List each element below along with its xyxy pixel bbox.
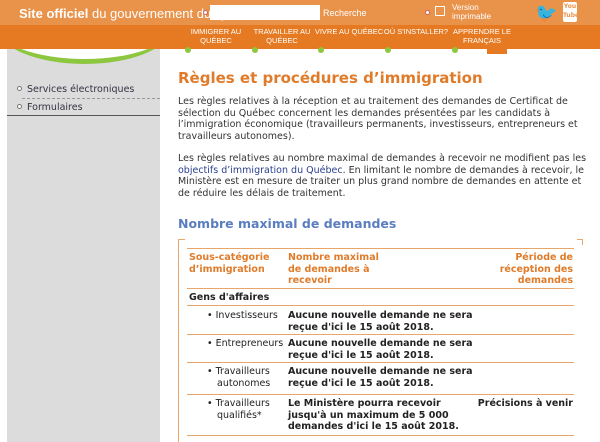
nav-dot-icon [185,47,191,53]
table-row-category: • Investisseurs [207,310,278,321]
nav-immigrer[interactable]: IMMIGRER AU QUÉBEC [190,27,242,45]
printer-icon[interactable] [435,6,445,16]
column-header: Période de réception des demandes [499,252,573,286]
page-title: Règles et procédures d’immigration [178,69,483,87]
table-row-max: Aucune nouvelle demande ne sera reçue d'… [288,338,473,361]
nav-vivre[interactable]: VIVRE AU QUÉBEC [314,27,384,36]
table-row-max: Aucune nouvelle demande ne sera reçue d'… [288,310,473,333]
logo-swoosh [7,49,160,64]
main-nav: IMMIGRER AU QUÉBEC TRAVAILLER AU QUÉBEC … [0,25,600,49]
table-row-category: • Travailleurs qualifiés* [207,398,270,421]
bullet-icon [203,10,208,15]
section-title: Nombre maximal de demandes [178,216,397,231]
print-version-link[interactable]: Version imprimable [452,3,492,21]
divider [22,98,160,99]
table-row-category: • Travailleurs autonomes [207,366,271,389]
nav-dot-icon [318,47,324,53]
divider [7,115,160,116]
nav-apprendre[interactable]: APPRENDRE LE FRANÇAIS [453,27,511,45]
nav-dot-icon [252,47,258,53]
nav-dot-icon [452,47,458,53]
radio-bullet-icon [17,86,22,91]
top-bar: Site officiel du gouvernement du Québec … [0,0,600,25]
column-header: Sous-catégorie d’immigration [189,252,270,275]
text: . En limitant le nombre de demandes à re… [178,164,584,199]
quota-table: Sous-catégorie d’immigration Nombre maxi… [178,239,583,442]
text: Les règles relatives au nombre maximal d… [178,153,587,164]
intro-paragraph: Les règles relatives à la réception et a… [178,96,578,142]
nav-travailler[interactable]: TRAVAILLER AU QUÉBEC [253,27,311,45]
rules-paragraph: Les règles relatives au nombre maximal d… [178,153,588,199]
search-button[interactable]: Recherche [323,8,367,18]
sidebar-item-formulaires[interactable]: Formulaires [17,102,83,113]
nav-ou-sinstaller[interactable]: OÙ S'INSTALLER? [383,27,449,36]
group-label: Gens d'affaires [189,292,270,303]
site-title-bold: Site officiel [19,6,89,21]
sidebar-item-services[interactable]: Services électroniques [17,84,134,95]
sidebar-item-label: Formulaires [27,102,83,113]
sidebar: Services électroniques Formulaires [7,49,160,442]
table-row-category: • Entrepreneurs [207,338,284,349]
nav-dot-icon [385,47,391,53]
table-row-period: Précisions à venir [477,398,573,409]
sidebar-item-label: Services électroniques [27,84,135,95]
table-row-max: Aucune nouvelle demande ne sera reçue d'… [288,366,473,389]
nav-tab [487,49,507,54]
youtube-icon[interactable]: You Tube [563,2,579,22]
column-header: Nombre maximal de demandes à recevoir [288,252,379,286]
twitter-icon[interactable]: 🐦 [535,3,558,24]
radio-bullet-icon [17,104,22,109]
objectifs-link[interactable]: objectifs d’immigration du Québec [178,164,343,176]
bullet-icon [425,10,430,15]
table-row-max: Le Ministère pourra recevoir jusqu'à un … [288,398,459,432]
search-input[interactable] [210,5,320,20]
